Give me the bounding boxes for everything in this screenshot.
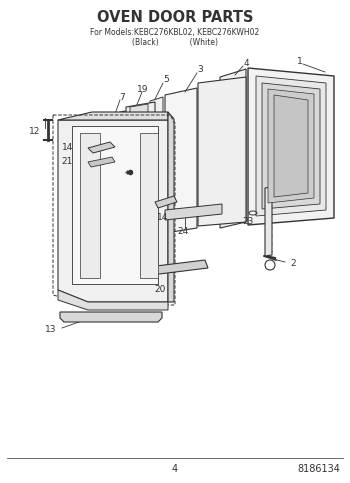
- Polygon shape: [58, 120, 168, 302]
- Text: 20: 20: [154, 285, 166, 295]
- Text: For Models:KEBC276KBL02, KEBC276KWH02: For Models:KEBC276KBL02, KEBC276KWH02: [90, 28, 260, 37]
- Polygon shape: [150, 97, 163, 236]
- Text: 21: 21: [62, 157, 73, 167]
- Polygon shape: [268, 89, 314, 203]
- Text: 4: 4: [243, 58, 249, 68]
- Text: 7: 7: [119, 93, 125, 101]
- Text: 5: 5: [163, 75, 169, 85]
- Text: 4: 4: [172, 464, 178, 474]
- Polygon shape: [148, 260, 208, 275]
- Text: 14: 14: [62, 143, 73, 153]
- Text: 2: 2: [290, 258, 296, 268]
- Text: (Black)             (White): (Black) (White): [132, 38, 218, 46]
- Polygon shape: [88, 142, 115, 153]
- Polygon shape: [165, 88, 197, 233]
- Text: 8186134: 8186134: [297, 464, 340, 474]
- Polygon shape: [165, 204, 222, 220]
- Text: 24: 24: [177, 227, 189, 237]
- Polygon shape: [88, 157, 115, 167]
- Polygon shape: [168, 112, 174, 302]
- Polygon shape: [130, 104, 148, 120]
- Polygon shape: [60, 312, 162, 322]
- Polygon shape: [58, 290, 168, 310]
- Polygon shape: [80, 133, 100, 278]
- Polygon shape: [220, 69, 246, 228]
- Polygon shape: [256, 76, 326, 216]
- Polygon shape: [262, 83, 320, 209]
- Polygon shape: [108, 111, 125, 262]
- Polygon shape: [126, 102, 155, 252]
- Text: OVEN DOOR PARTS: OVEN DOOR PARTS: [97, 11, 253, 26]
- Text: 13: 13: [44, 326, 56, 335]
- Polygon shape: [248, 68, 334, 225]
- Polygon shape: [265, 187, 272, 256]
- Polygon shape: [58, 112, 168, 120]
- Text: 12: 12: [29, 127, 40, 136]
- Text: 19: 19: [137, 85, 149, 94]
- Polygon shape: [72, 126, 158, 284]
- Text: 1: 1: [297, 57, 303, 67]
- Polygon shape: [140, 133, 158, 278]
- Polygon shape: [198, 77, 246, 226]
- Text: 3: 3: [197, 66, 203, 74]
- Polygon shape: [155, 196, 177, 208]
- Text: 14: 14: [157, 213, 169, 222]
- Text: 23: 23: [243, 217, 254, 227]
- Polygon shape: [274, 95, 308, 197]
